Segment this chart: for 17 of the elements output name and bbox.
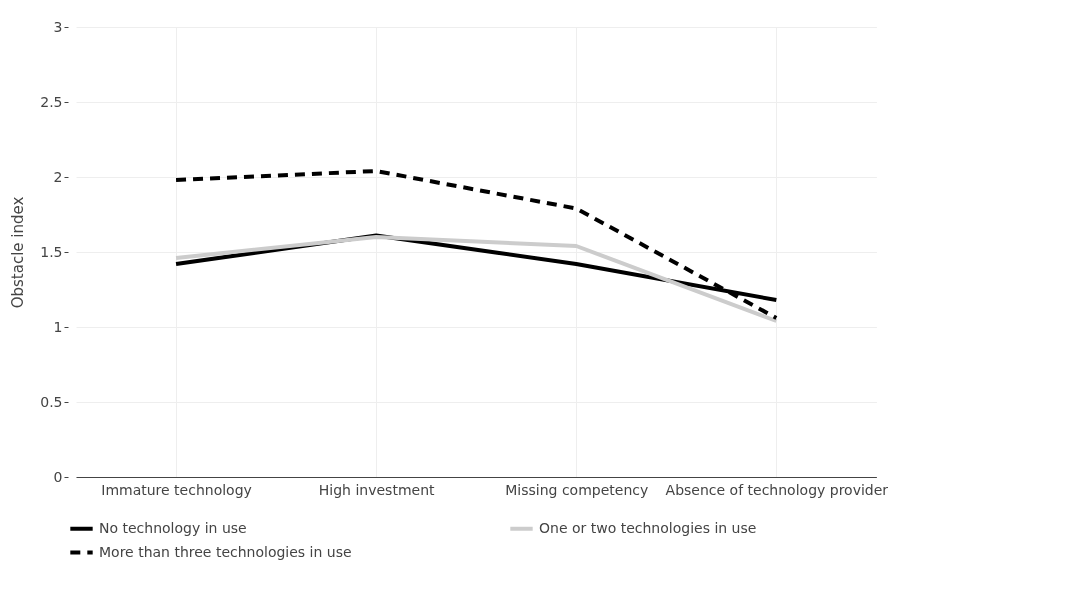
legend-label: No technology in use: [99, 519, 247, 536]
y-tick-label: 0.5: [40, 393, 63, 410]
line-series: [174, 235, 779, 323]
x-tick-label: Missing competency: [505, 481, 649, 498]
y-tick-label: 2: [53, 168, 63, 185]
y-tick-label: 1.5: [40, 243, 63, 260]
legend-label: More than three technologies in use: [99, 543, 352, 560]
x-tick-label: High investment: [318, 481, 435, 498]
y-tick-label: 0: [53, 468, 63, 485]
x-tick-label: Immature technology: [101, 481, 252, 498]
x-tick-label: Absence of technology provider: [665, 481, 889, 498]
y-axis-title: Obstacle index: [9, 196, 28, 309]
y-tick-label: 2.5: [40, 93, 63, 110]
y-tick-label: 1: [53, 318, 63, 335]
legend-label: One or two technologies in use: [539, 519, 757, 536]
line-series: [174, 169, 779, 320]
y-tick-label: 3: [53, 18, 63, 35]
